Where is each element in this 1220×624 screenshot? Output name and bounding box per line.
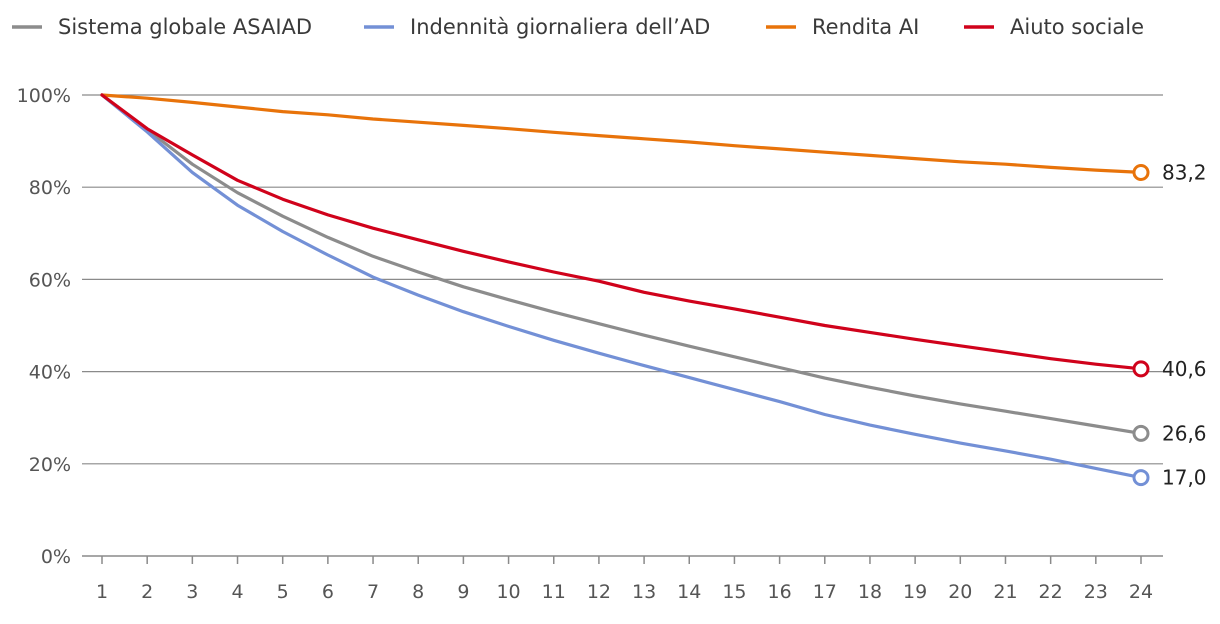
x-tick-label: 2 (141, 581, 153, 603)
grid-lines (82, 94, 1163, 465)
y-tick-label: 100% (17, 85, 71, 107)
x-tick-label: 11 (542, 581, 566, 603)
x-axis: 1 2 3 4 5 6 7 8 9 10 11 12 13 14 15 16 17 18 19 20 21 22 23 24 (82, 555, 1163, 603)
x-tick-label: 18 (858, 581, 882, 603)
end-marker (1132, 424, 1150, 442)
x-tick-label: 22 (1039, 581, 1063, 603)
x-tick-label: 3 (186, 581, 198, 603)
y-tick-label: 0% (41, 546, 71, 568)
series-lines (100, 93, 1143, 480)
x-tick-label: 7 (367, 581, 379, 603)
x-tick-label: 17 (813, 581, 837, 603)
x-tick-label: 13 (632, 581, 656, 603)
series-line (100, 93, 1143, 480)
series-line (100, 93, 1143, 435)
y-tick-label: 60% (29, 269, 71, 291)
end-value-label: 17,0 (1162, 466, 1207, 490)
legend-label: Rendita AI (812, 15, 919, 39)
x-tick-label: 9 (457, 581, 469, 603)
legend-label: Indennità giornaliera dell’AD (410, 15, 710, 39)
y-tick-label: 40% (29, 362, 71, 384)
end-value-label: 26,6 (1162, 421, 1207, 445)
x-tick-label: 24 (1129, 581, 1153, 603)
x-tick-label: 5 (277, 581, 289, 603)
x-tick-label: 15 (722, 581, 746, 603)
legend-label: Aiuto sociale (1010, 15, 1144, 39)
x-tick-label: 19 (903, 581, 927, 603)
end-marker (1132, 360, 1150, 378)
x-tick-label: 1 (96, 581, 108, 603)
legend: Sistema globale ASAIAD Indennità giornali… (12, 15, 1144, 39)
x-tick-label: 8 (412, 581, 424, 603)
x-tick-label: 14 (677, 581, 701, 603)
x-tick-label: 16 (768, 581, 792, 603)
end-value-label: 40,6 (1162, 357, 1207, 381)
x-tick-label: 21 (993, 581, 1017, 603)
y-axis: 0% 20% 40% 60% 80% 100% (17, 85, 71, 568)
end-value-label: 83,2 (1162, 160, 1207, 184)
series-line (100, 93, 1143, 174)
x-tick-label: 6 (322, 581, 334, 603)
x-tick-label: 4 (231, 581, 243, 603)
x-tick-label: 23 (1084, 581, 1108, 603)
y-tick-label: 80% (29, 177, 71, 199)
y-tick-label: 20% (29, 454, 71, 476)
end-marker (1132, 163, 1150, 181)
x-tick-label: 20 (948, 581, 972, 603)
x-tick-label: 10 (496, 581, 520, 603)
x-tick-label: 12 (587, 581, 611, 603)
end-marker (1132, 469, 1150, 487)
series-line (100, 93, 1143, 371)
end-markers: 26,6 17,0 83,2 40,6 (1132, 160, 1207, 490)
legend-label: Sistema globale ASAIAD (58, 15, 312, 39)
